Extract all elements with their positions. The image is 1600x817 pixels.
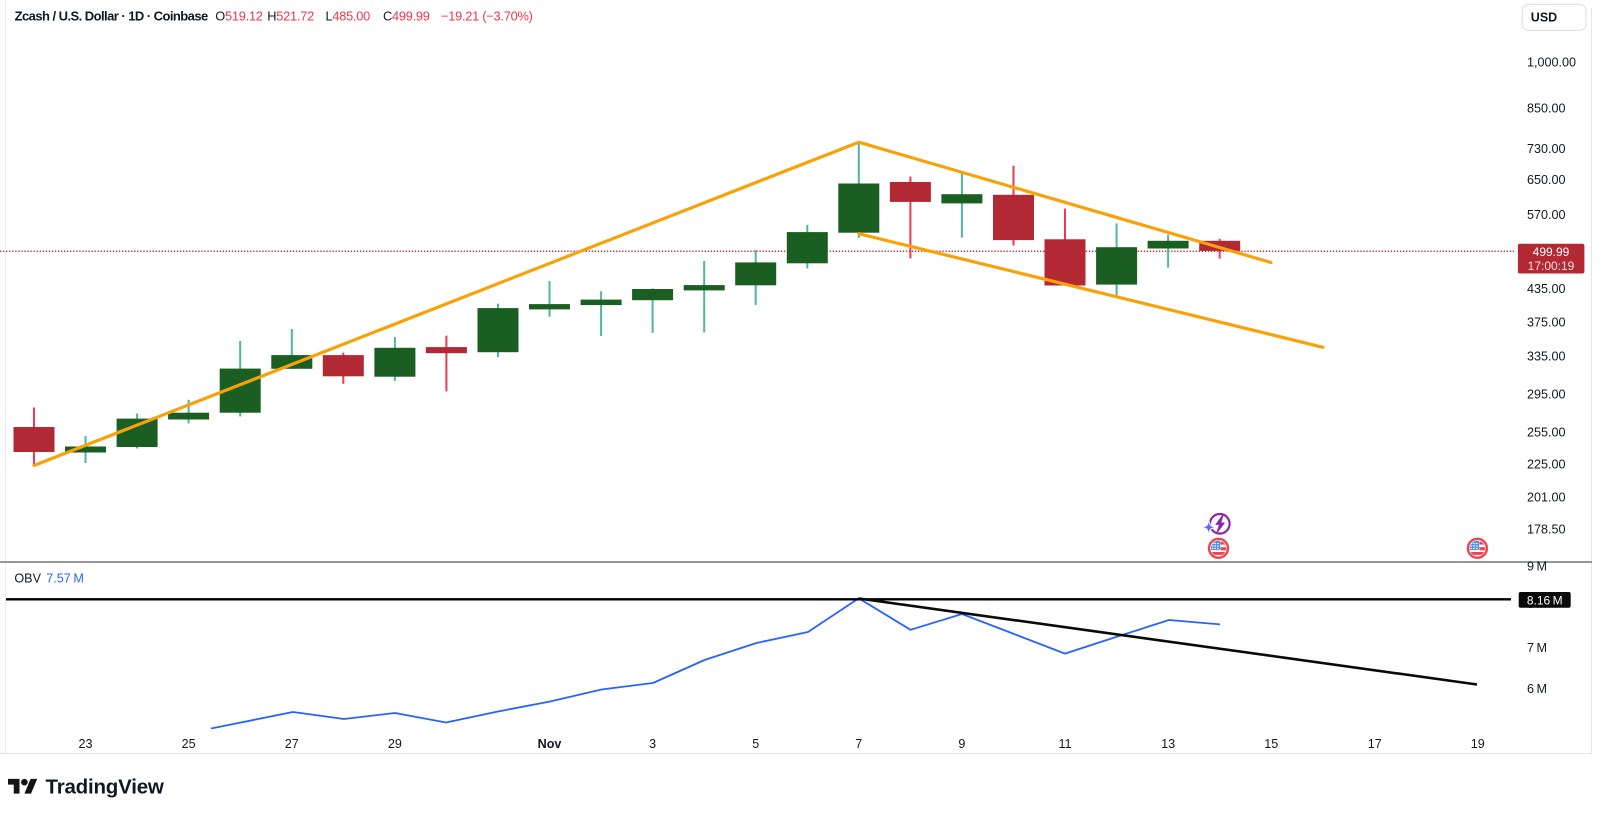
svg-text:USD: USD [1531,11,1557,25]
svg-text:1,000.00: 1,000.00 [1527,56,1576,70]
svg-text:Nov: Nov [538,737,562,751]
svg-text:178.50: 178.50 [1527,522,1566,536]
svg-text:8.16 M: 8.16 M [1527,593,1563,607]
svg-text:9 M: 9 M [1527,559,1547,573]
svg-text:29: 29 [388,737,402,751]
svg-text:17:00:19: 17:00:19 [1528,259,1575,273]
svg-text:570.00: 570.00 [1527,208,1566,222]
svg-text:650.00: 650.00 [1527,173,1566,187]
svg-text:11: 11 [1058,737,1071,751]
svg-text:17: 17 [1368,737,1382,751]
svg-text:7.57 M: 7.57 M [46,572,84,586]
svg-text:3: 3 [649,737,656,751]
svg-text:−19.21 (−3.70%): −19.21 (−3.70%) [441,8,533,23]
svg-text:13: 13 [1161,737,1175,751]
svg-text:O519.12: O519.12 [215,8,262,23]
svg-text:225.00: 225.00 [1527,457,1566,471]
svg-text:499.99: 499.99 [1533,245,1570,259]
svg-text:Zcash / U.S. Dollar · 1D · Coi: Zcash / U.S. Dollar · 1D · Coinbase [15,8,208,23]
svg-text:730.00: 730.00 [1527,142,1566,156]
svg-text:OBV: OBV [14,572,41,586]
svg-text:375.00: 375.00 [1527,316,1566,330]
svg-text:6 M: 6 M [1527,682,1547,696]
svg-text:L485.00: L485.00 [326,8,371,23]
svg-text:23: 23 [78,737,92,751]
svg-text:335.00: 335.00 [1527,349,1566,363]
svg-text:H521.72: H521.72 [267,8,314,23]
svg-text:255.00: 255.00 [1527,425,1566,439]
svg-text:295.00: 295.00 [1527,388,1566,402]
svg-text:201.00: 201.00 [1527,490,1566,504]
svg-text:9: 9 [958,737,965,751]
svg-text:7: 7 [855,737,862,751]
svg-text:27: 27 [285,737,299,751]
svg-text:TradingView: TradingView [46,776,164,799]
svg-text:C499.99: C499.99 [383,8,430,23]
svg-text:25: 25 [182,737,196,751]
svg-text:19: 19 [1471,737,1485,751]
svg-text:15: 15 [1264,737,1278,751]
svg-text:7 M: 7 M [1527,641,1547,655]
svg-text:5: 5 [752,737,759,751]
svg-text:435.00: 435.00 [1527,282,1566,296]
svg-text:850.00: 850.00 [1527,101,1566,115]
